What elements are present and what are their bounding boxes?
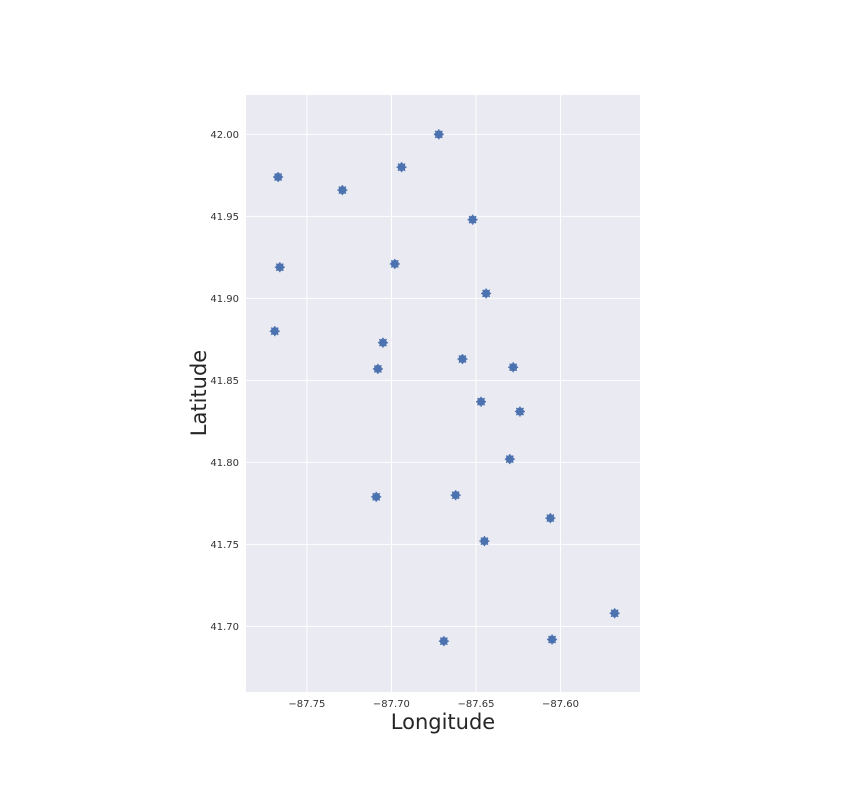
- data-point: [547, 634, 558, 645]
- data-point: [504, 454, 515, 465]
- y-axis-ticks: 41.70 41.75 41.80 41.85 41.90 41.95 42.00: [210, 130, 239, 633]
- data-point: [438, 636, 449, 647]
- y-tick-label: 41.90: [210, 294, 239, 305]
- y-axis-label: Latitude: [187, 350, 211, 436]
- data-point: [371, 491, 382, 502]
- data-point: [457, 354, 468, 365]
- data-point: [433, 129, 444, 140]
- data-point: [514, 406, 525, 417]
- x-axis-ticks: −87.75 −87.70 −87.65 −87.60: [288, 699, 579, 710]
- x-tick-label: −87.65: [457, 699, 494, 710]
- data-point: [508, 362, 519, 373]
- data-point: [481, 288, 492, 299]
- data-point: [479, 536, 490, 547]
- y-tick-label: 42.00: [210, 130, 239, 141]
- y-tick-label: 41.95: [210, 212, 239, 223]
- data-point: [273, 172, 284, 183]
- x-tick-label: −87.70: [373, 699, 410, 710]
- data-point: [389, 258, 400, 269]
- data-point: [337, 185, 348, 196]
- y-tick-label: 41.85: [210, 376, 239, 387]
- x-axis-label: Longitude: [391, 710, 495, 734]
- data-point: [476, 396, 487, 407]
- gridlines: [246, 95, 640, 692]
- data-point: [450, 490, 461, 501]
- data-point: [269, 326, 280, 337]
- x-tick-label: −87.60: [542, 699, 579, 710]
- data-point: [467, 214, 478, 225]
- plot-area: [246, 95, 640, 692]
- y-tick-label: 41.80: [210, 458, 239, 469]
- data-point: [609, 608, 620, 619]
- data-point: [372, 363, 383, 374]
- y-tick-label: 41.75: [210, 540, 239, 551]
- x-tick-label: −87.75: [288, 699, 325, 710]
- data-point: [274, 262, 285, 273]
- y-tick-label: 41.70: [210, 622, 239, 633]
- data-points: [269, 129, 620, 647]
- data-point: [377, 337, 388, 348]
- data-point: [545, 513, 556, 524]
- data-point: [396, 162, 407, 173]
